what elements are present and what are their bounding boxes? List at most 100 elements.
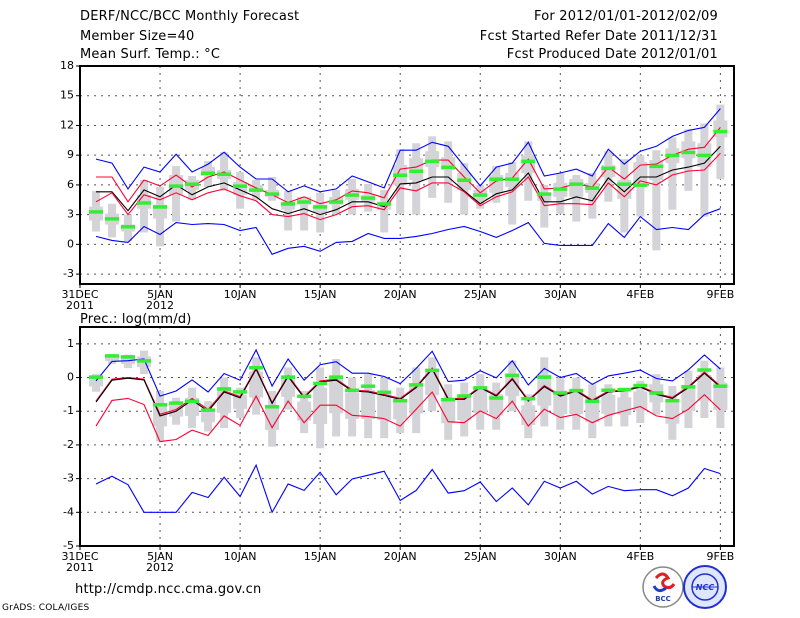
green-mark — [697, 153, 712, 158]
green-mark — [537, 192, 552, 196]
spread-box — [297, 401, 312, 421]
x-tick-label: 4FEB — [626, 288, 654, 301]
x-tick-label: 5JAN — [147, 550, 173, 563]
x-tick-label: 5JAN — [147, 288, 173, 301]
series-upper-red — [96, 127, 721, 205]
spread-box — [553, 390, 568, 415]
spread-box — [249, 371, 264, 398]
x-tick-label: 15JAN — [304, 550, 337, 563]
green-mark — [457, 178, 472, 182]
spread-box — [89, 378, 104, 387]
green-mark — [649, 391, 664, 395]
spread-box — [473, 388, 488, 414]
green-mark — [617, 182, 632, 186]
green-mark — [201, 408, 216, 412]
spread-box — [393, 399, 408, 420]
green-mark — [713, 384, 728, 388]
green-mark — [233, 390, 248, 394]
green-mark — [233, 184, 248, 188]
green-mark — [601, 388, 616, 393]
spread-box — [329, 378, 344, 414]
green-mark — [281, 375, 296, 379]
source-url[interactable]: http://cmdp.ncc.cma.gov.cn — [75, 582, 262, 597]
x-tick-year-label: 2011 — [66, 561, 94, 574]
green-mark — [361, 196, 376, 200]
spread-box — [345, 392, 360, 419]
green-mark — [553, 391, 568, 395]
green-mark — [393, 173, 408, 177]
spread-box — [713, 120, 728, 138]
y-tick-label: 9 — [67, 148, 74, 161]
spread-range-bar — [268, 176, 277, 201]
x-tick-label: 20JAN — [384, 550, 417, 563]
green-mark — [137, 201, 152, 205]
green-mark — [313, 205, 328, 209]
green-mark — [569, 182, 584, 186]
spread-box — [377, 392, 392, 420]
green-mark — [169, 401, 184, 405]
x-tick-label: 9FEB — [706, 550, 734, 563]
x-tick-year-label: 2012 — [146, 561, 174, 574]
green-mark — [345, 193, 360, 197]
spread-box — [521, 405, 536, 426]
green-mark — [201, 171, 216, 176]
forecast-start-date: Fcst Started Refer Date 2011/12/31 — [479, 29, 718, 44]
x-tick-label: 31DEC — [61, 550, 98, 563]
green-mark — [297, 394, 312, 399]
spread-box — [601, 165, 616, 177]
y-tick-label: 0 — [67, 237, 74, 250]
x-tick-label: 4FEB — [626, 550, 654, 563]
green-mark — [473, 193, 488, 197]
x-tick-label: 30JAN — [544, 288, 577, 301]
spread-box — [633, 391, 648, 411]
spread-box — [537, 192, 552, 201]
series-lower-blue — [95, 208, 721, 255]
spread-box — [665, 399, 680, 424]
green-mark — [137, 359, 152, 363]
series-upper-red — [95, 366, 721, 415]
x-tick-label: 9FEB — [706, 288, 734, 301]
green-mark — [521, 396, 536, 401]
y-tick-label: 1 — [67, 337, 74, 350]
green-mark — [281, 202, 296, 206]
series-upper-blue — [95, 108, 721, 193]
spread-range-bar — [588, 173, 597, 219]
green-mark — [329, 200, 344, 204]
series-lower-red — [95, 391, 721, 443]
green-mark — [217, 387, 232, 391]
y-tick-label: -5 — [63, 539, 74, 552]
y-tick-label: -3 — [63, 472, 74, 485]
green-mark — [409, 383, 424, 387]
green-mark — [489, 177, 504, 181]
green-mark — [313, 381, 328, 386]
spread-box — [505, 373, 520, 397]
chart-title: DERF/NCC/BCC Monthly Forecast — [80, 9, 300, 24]
spread-box — [233, 181, 248, 195]
green-mark — [505, 373, 520, 378]
y-tick-label: 0 — [67, 371, 74, 384]
y-tick-label: 3 — [67, 208, 74, 221]
x-tick-label: 25JAN — [464, 288, 497, 301]
green-mark — [393, 398, 408, 403]
spread-box — [361, 390, 376, 419]
spread-range-bar — [668, 137, 677, 210]
x-tick-label: 15JAN — [304, 288, 337, 301]
green-mark — [105, 354, 120, 358]
x-tick-label: 20JAN — [384, 288, 417, 301]
green-mark — [153, 205, 168, 209]
green-mark — [473, 386, 488, 390]
green-mark — [105, 217, 120, 221]
green-mark — [121, 225, 136, 229]
green-mark — [681, 385, 696, 389]
series-ensemble-mean — [96, 145, 721, 216]
y-tick-label: 15 — [60, 89, 74, 102]
green-mark — [585, 186, 600, 190]
variable-label: Mean Surf. Temp.: °C — [80, 47, 221, 62]
green-mark — [345, 388, 360, 393]
x-tick-label: 30JAN — [544, 550, 577, 563]
green-mark — [217, 172, 232, 177]
green-mark — [329, 375, 344, 379]
spread-box — [457, 396, 472, 421]
